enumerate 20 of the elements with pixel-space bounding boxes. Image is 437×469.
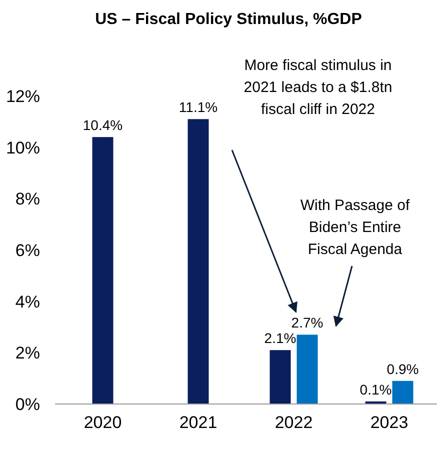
data-label: 11.1% xyxy=(178,99,218,116)
y-tick-label: 12% xyxy=(6,86,40,106)
x-tick-label: 2020 xyxy=(84,413,122,432)
y-tick-label: 8% xyxy=(15,190,40,209)
data-label: 2.7% xyxy=(291,314,324,331)
y-tick-label: 4% xyxy=(15,292,40,312)
x-tick-label: 2022 xyxy=(274,413,313,432)
x-tick-label: 2023 xyxy=(370,413,408,432)
y-tick-label: 0% xyxy=(15,394,40,414)
data-label: 10.4% xyxy=(82,117,123,134)
y-tick-label: 2% xyxy=(15,344,40,363)
x-tick-label: 2021 xyxy=(179,413,218,432)
y-tick-label: 10% xyxy=(6,138,40,158)
data-label: 0.1% xyxy=(360,381,392,398)
y-tick-label: 6% xyxy=(15,240,40,260)
data-label: 2.1% xyxy=(264,330,296,346)
chart-title: US – Fiscal Policy Stimulus, %GDP xyxy=(95,11,362,28)
data-label: 0.9% xyxy=(386,360,419,377)
annotation: With Passage of Biden’s Entire Fiscal Agenda xyxy=(300,197,410,258)
annotation: More fiscal stimulus in 2021 leads to a $1.8tn fiscal cliff in 2022 xyxy=(244,57,392,118)
